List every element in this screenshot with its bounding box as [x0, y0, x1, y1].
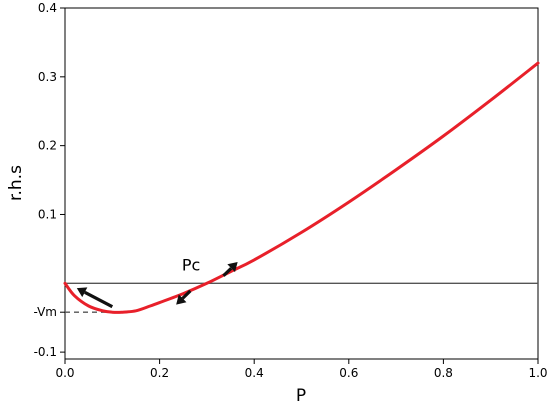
y-tick-label: -0.1	[34, 345, 57, 359]
direction-arrow-2	[222, 261, 238, 277]
reference-lines	[65, 282, 538, 313]
y-ticks: 0.4 0.3 0.2 0.1 -Vm -0.1	[33, 1, 65, 359]
direction-arrow-1	[176, 289, 192, 305]
x-tick-label: 0.0	[55, 366, 74, 380]
plot-frame	[64, 7, 539, 360]
x-axis-title: P	[296, 386, 306, 406]
series-layer	[63, 61, 540, 314]
arrow-head	[227, 261, 238, 273]
series-line-0	[63, 61, 540, 314]
direction-arrow-0	[76, 287, 114, 309]
direction-arrows	[76, 261, 238, 309]
x-tick-label: 0.4	[245, 366, 264, 380]
y-axis-title: r.h.s	[6, 165, 26, 201]
x-ticks: 0.0 0.2 0.4 0.6 0.8 1.0	[55, 359, 548, 380]
arrow-shaft	[222, 267, 233, 277]
arrow-head	[76, 287, 88, 298]
arrow-shaft	[84, 290, 114, 309]
y-tick-label: 0.1	[38, 207, 57, 221]
y-tick-label: 0.4	[38, 1, 57, 15]
x-tick-label: 0.6	[339, 366, 358, 380]
pc-annotation: Pc	[182, 255, 200, 274]
arrow-shaft	[181, 289, 192, 300]
y-tick-label: -Vm	[33, 305, 57, 319]
y-tick-label: 0.2	[38, 139, 57, 153]
arrow-head	[176, 294, 187, 305]
x-tick-label: 1.0	[528, 366, 547, 380]
y-tick-label: 0.3	[38, 70, 57, 84]
x-tick-label: 0.8	[434, 366, 453, 380]
x-tick-label: 0.2	[150, 366, 169, 380]
